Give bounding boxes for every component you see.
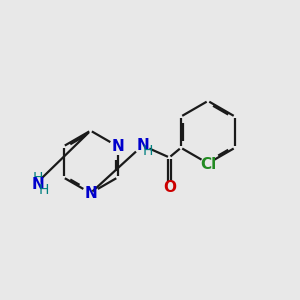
Text: N: N xyxy=(136,138,149,153)
Text: N: N xyxy=(111,139,124,154)
Text: H: H xyxy=(39,182,49,197)
Text: Cl: Cl xyxy=(200,158,216,172)
Text: N: N xyxy=(84,186,97,201)
Text: H: H xyxy=(33,171,43,184)
Text: N: N xyxy=(32,177,44,192)
Text: O: O xyxy=(163,180,176,195)
Text: H: H xyxy=(143,145,153,158)
